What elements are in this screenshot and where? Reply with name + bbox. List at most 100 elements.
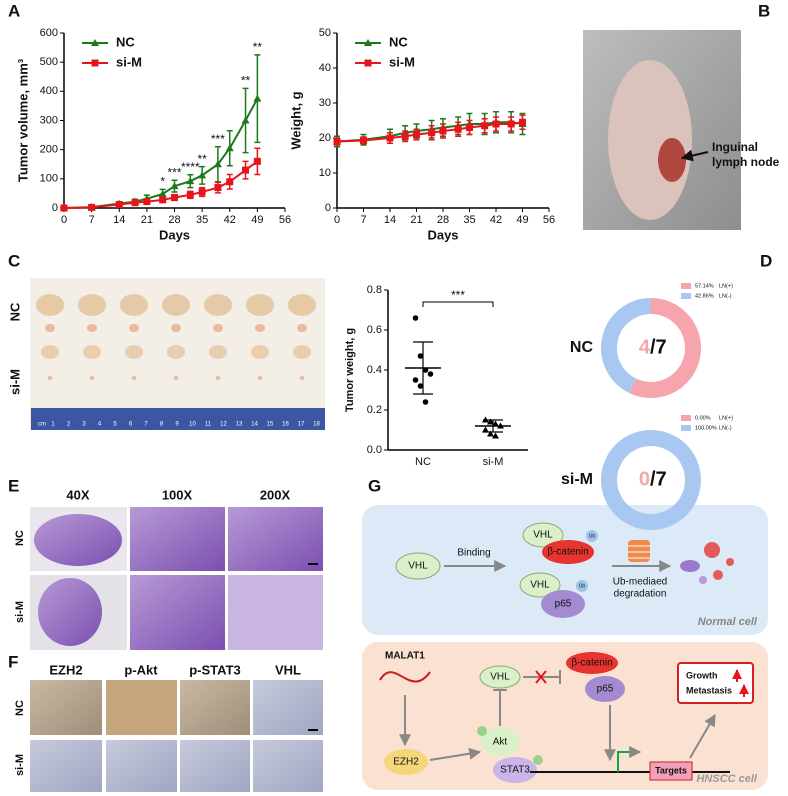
panel-label: C — [8, 251, 20, 270]
hnscc-cell-box — [362, 642, 768, 790]
y-tick-label: 100 — [40, 173, 58, 185]
arrow-label: degradation — [614, 589, 667, 600]
point — [91, 39, 99, 46]
tumor — [120, 294, 148, 316]
bracket — [422, 301, 494, 307]
y-tick-label: 0.6 — [367, 324, 382, 336]
y-tick-label: 0.0 — [367, 444, 382, 456]
node-label: VHL — [490, 672, 510, 683]
legend-value: 0.00% — [695, 415, 711, 421]
vhl-node — [522, 522, 564, 548]
point — [401, 132, 409, 140]
point — [241, 116, 250, 124]
lymph-node — [131, 376, 137, 380]
node-label: β-catenin — [547, 547, 588, 558]
x-tick-label: 7 — [360, 214, 366, 226]
x-tick-label: 42 — [224, 214, 236, 226]
point — [131, 199, 139, 207]
x-tick-label: 28 — [437, 214, 449, 226]
legend-value: 57.14% — [695, 283, 714, 289]
legend-label: LN(-) — [719, 425, 732, 431]
point — [198, 171, 207, 179]
phospho — [477, 726, 487, 736]
legend-label: LN(-) — [719, 293, 732, 299]
tumor — [167, 345, 185, 359]
y-tick-label: 10 — [319, 167, 331, 179]
vhl-node — [479, 665, 521, 689]
point — [88, 203, 96, 211]
x-tick-label: 14 — [113, 214, 125, 226]
y-tick-label: 400 — [40, 85, 58, 97]
significance: *** — [167, 165, 181, 179]
akt-node — [480, 728, 520, 756]
ruler-unit: cm — [38, 422, 46, 428]
y-tick-label: 50 — [319, 27, 331, 39]
inhibit — [493, 689, 507, 726]
legend-value: 100.00% — [695, 425, 717, 431]
column-label: 200X — [260, 487, 291, 502]
node-label: Akt — [493, 737, 508, 748]
ruler-number: 4 — [98, 422, 102, 428]
point — [364, 59, 372, 67]
significance: * — [160, 175, 165, 189]
donut-segment — [601, 430, 701, 530]
block — [535, 670, 547, 684]
row-label: si-M — [14, 601, 26, 623]
point — [360, 136, 367, 144]
legend-swatch — [681, 415, 691, 421]
center-count: 0 — [639, 468, 650, 490]
point — [519, 118, 526, 126]
beta-catenin-node — [566, 652, 618, 674]
ub-label: Ub — [579, 583, 586, 589]
x-tick-label: NC — [415, 456, 431, 468]
point — [170, 182, 179, 190]
point — [482, 426, 489, 433]
normal-cell-box — [362, 505, 768, 635]
significance: ** — [253, 40, 263, 54]
arrow — [689, 713, 716, 759]
ruler — [31, 408, 325, 430]
panel-label: F — [8, 652, 18, 671]
legend-swatch — [681, 293, 691, 299]
tumor — [36, 294, 64, 316]
y-tick-label: 40 — [319, 62, 331, 74]
pointer-arrow — [680, 149, 709, 162]
point — [487, 418, 494, 425]
node-label: VHL — [408, 561, 428, 572]
tumor — [209, 345, 227, 359]
ruler-number: 10 — [189, 422, 196, 428]
point — [466, 124, 473, 131]
point — [253, 94, 262, 102]
legend-label: NC — [389, 34, 408, 49]
point — [143, 198, 151, 206]
significance: *** — [211, 132, 225, 146]
panel-label: D — [760, 251, 772, 270]
series-line — [63, 98, 259, 209]
point — [454, 125, 462, 133]
column-label: EZH2 — [49, 662, 82, 677]
node-label: EZH2 — [393, 757, 419, 768]
lymph-node — [297, 324, 307, 332]
node-label: STAT3 — [500, 765, 530, 776]
point — [364, 39, 372, 46]
arrow-label: Binding — [457, 548, 490, 559]
lymph-node — [129, 324, 139, 332]
lymph-node — [257, 376, 263, 380]
cell-label: Normal cell — [698, 616, 758, 628]
point — [439, 127, 447, 135]
x-tick-label: si-M — [483, 456, 504, 468]
x-axis-label: Days — [427, 227, 458, 242]
point — [158, 190, 167, 197]
point — [253, 157, 261, 165]
vhl-node — [395, 552, 441, 580]
point — [492, 432, 499, 439]
row-label: NC — [14, 700, 26, 716]
tumor — [162, 294, 190, 316]
point — [487, 430, 494, 437]
ub-label: Ub — [589, 533, 596, 539]
legend-label: NC — [116, 34, 135, 49]
x-tick-label: 28 — [168, 214, 180, 226]
beta-catenin-node — [542, 540, 594, 564]
point — [91, 59, 99, 67]
